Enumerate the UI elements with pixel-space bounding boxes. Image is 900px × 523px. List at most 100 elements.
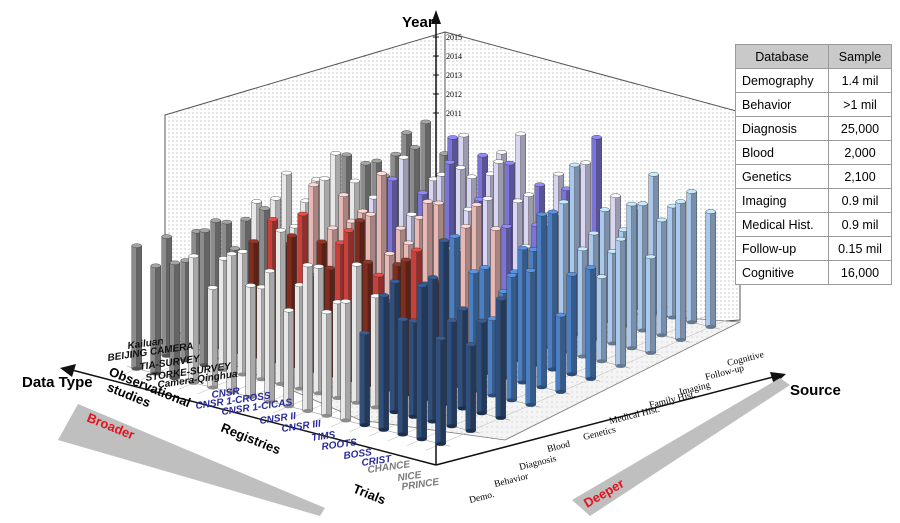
- bar-top: [490, 226, 501, 231]
- bar-top: [188, 253, 199, 259]
- table-cell-sample: 2,000: [828, 140, 892, 165]
- bar-front: [313, 266, 319, 394]
- bar-top: [351, 262, 362, 267]
- bar-front: [237, 251, 243, 375]
- group-label-trials: Trials: [351, 481, 388, 508]
- bar-top: [460, 223, 471, 229]
- bar-base: [294, 386, 305, 391]
- bar-base: [188, 380, 199, 385]
- bar-top: [465, 342, 476, 347]
- table-row: Diagnosis 25,000: [735, 116, 892, 141]
- bar-front: [416, 285, 422, 440]
- bar-top: [705, 209, 716, 214]
- bar-top: [411, 247, 422, 253]
- bar-top: [506, 273, 517, 278]
- bar-front: [577, 248, 583, 357]
- bar-side: [530, 270, 536, 406]
- bar-top: [397, 316, 408, 322]
- bar-front: [686, 191, 692, 323]
- table-cell-sample: >1 mil: [828, 92, 892, 117]
- bar: [207, 285, 218, 390]
- bar-base: [150, 371, 161, 376]
- bar: [615, 236, 626, 368]
- study-label: NICE: [397, 470, 423, 484]
- bar-top: [373, 272, 384, 278]
- bar-base: [607, 341, 618, 346]
- bar-top: [477, 152, 488, 158]
- bar-top: [626, 201, 637, 207]
- bar-top: [553, 171, 564, 177]
- bar: [245, 283, 256, 399]
- bar-front: [435, 338, 441, 445]
- table-row: Medical Hist. 0.9 mil: [735, 212, 892, 237]
- bar: [416, 283, 427, 442]
- table-cell-sample: 0.9 mil: [828, 212, 892, 237]
- bar-top: [417, 190, 428, 195]
- bar-front: [615, 238, 621, 367]
- bar-top: [313, 264, 324, 269]
- bar-base: [555, 389, 566, 394]
- bar-side: [500, 298, 506, 419]
- bar-side: [631, 203, 637, 349]
- data-type-axis-line: [71, 369, 437, 466]
- bar-top: [645, 254, 656, 260]
- bar-front: [302, 264, 308, 412]
- bar-front: [506, 275, 512, 401]
- bar-front: [256, 286, 262, 380]
- bar: [547, 209, 558, 372]
- bar-base: [525, 402, 536, 407]
- bar-top: [585, 265, 596, 270]
- bar-base: [457, 406, 468, 411]
- bar-top: [648, 172, 659, 177]
- bar-top: [515, 131, 526, 137]
- bar-front: [264, 270, 270, 402]
- bar: [397, 316, 408, 437]
- bar-front: [555, 314, 561, 393]
- table-cell-database: Cognitive: [735, 260, 829, 285]
- bar-top: [302, 262, 313, 268]
- table-header-row: Database Sample: [735, 44, 892, 69]
- bar-top: [169, 260, 180, 265]
- bar-base: [237, 372, 248, 377]
- bar: [283, 308, 294, 409]
- bar-top: [476, 318, 487, 324]
- bar-base: [321, 413, 332, 418]
- study-label: CRIST: [361, 454, 393, 469]
- bar: [555, 312, 566, 394]
- bar-base: [476, 411, 487, 416]
- bar-top: [466, 174, 477, 179]
- bar-side: [345, 301, 351, 421]
- bar-front: [637, 203, 643, 331]
- table-cell-database: Medical Hist.: [735, 212, 829, 237]
- bar-base: [389, 410, 400, 415]
- bar-top: [504, 160, 515, 166]
- bar-top: [637, 201, 648, 206]
- study-label: CNSR III: [281, 419, 322, 435]
- bar-top: [229, 246, 240, 251]
- bar-front: [370, 295, 376, 408]
- bar-side: [541, 214, 547, 388]
- year-tick-label: 2011: [446, 109, 462, 118]
- bar: [321, 309, 332, 418]
- bar-side: [383, 295, 389, 431]
- bar-base: [626, 346, 637, 351]
- bar-top: [283, 308, 294, 313]
- year-ticks: 2015 2014 2013 2012 2011: [433, 33, 462, 118]
- bar-top: [458, 132, 469, 138]
- bar: [626, 201, 637, 351]
- bar-top: [316, 239, 327, 244]
- bar-top: [319, 176, 330, 181]
- bar-side: [691, 191, 697, 323]
- bar-front: [397, 318, 403, 435]
- year-tick-label: 2013: [446, 71, 462, 80]
- bar-front: [351, 264, 357, 403]
- bar-front: [408, 320, 414, 418]
- bar-top: [199, 228, 210, 233]
- bar-top: [267, 217, 278, 222]
- bar-top: [365, 212, 376, 217]
- bar-top: [599, 207, 610, 212]
- bar-top: [270, 196, 281, 201]
- bar-top: [281, 170, 292, 176]
- bar-top: [341, 152, 352, 157]
